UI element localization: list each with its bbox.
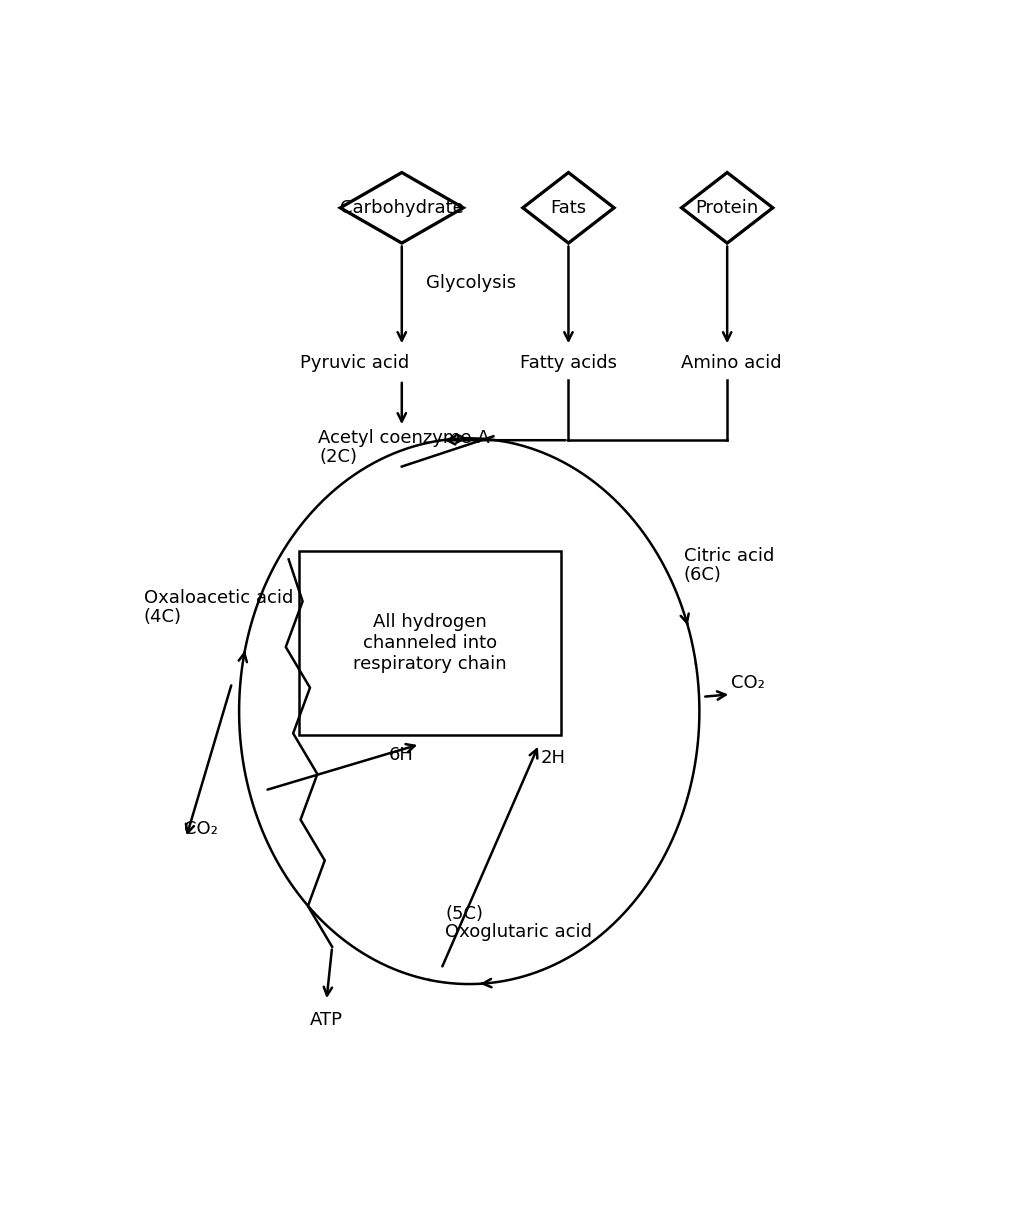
Text: Amino acid: Amino acid <box>681 354 781 371</box>
Text: (4C): (4C) <box>143 609 182 626</box>
Text: Pyruvic acid: Pyruvic acid <box>300 354 409 371</box>
Text: ATP: ATP <box>310 1011 343 1029</box>
Text: 2H: 2H <box>541 749 565 767</box>
Text: Citric acid: Citric acid <box>684 547 774 565</box>
Text: (2C): (2C) <box>319 448 357 466</box>
Text: CO₂: CO₂ <box>183 820 217 838</box>
Text: Oxoglutaric acid: Oxoglutaric acid <box>445 924 593 941</box>
Bar <box>299 551 560 734</box>
Text: Oxaloacetic acid: Oxaloacetic acid <box>143 589 293 607</box>
Text: Carbohydrate: Carbohydrate <box>340 199 464 216</box>
Text: (6C): (6C) <box>684 566 721 584</box>
Text: All hydrogen
channeled into
respiratory chain: All hydrogen channeled into respiratory … <box>352 613 507 673</box>
Text: Fatty acids: Fatty acids <box>520 354 616 371</box>
Text: (5C): (5C) <box>445 904 483 923</box>
Text: Protein: Protein <box>695 199 759 216</box>
Text: 6H: 6H <box>389 747 414 765</box>
Text: CO₂: CO₂ <box>731 675 765 692</box>
Text: Glycolysis: Glycolysis <box>426 274 516 292</box>
Text: Fats: Fats <box>550 199 587 216</box>
Text: Acetyl coenzyme A: Acetyl coenzyme A <box>318 429 490 447</box>
